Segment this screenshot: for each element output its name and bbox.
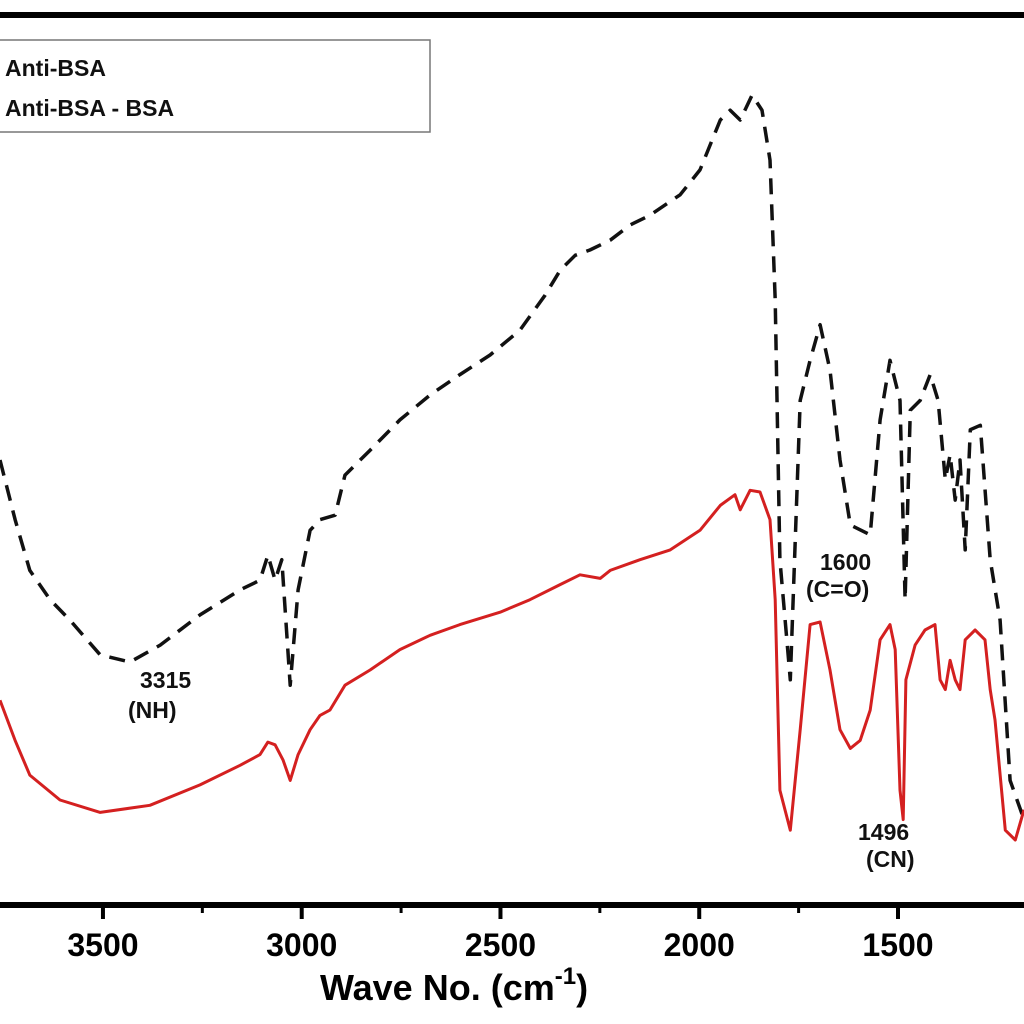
x-tick-label: 3000 [266,927,337,963]
series-line [0,488,1024,842]
annotation: (NH) [128,697,177,723]
series-line [0,93,1024,821]
x-tick-label: 2000 [664,927,735,963]
annotation: (CN) [866,846,915,872]
x-tick-label: 3500 [67,927,138,963]
x-axis-label-end: ) [576,967,588,1008]
x-axis-label: Wave No. (cm-1) [320,963,588,1008]
x-axis-label-main: Wave No. (cm [320,967,555,1008]
x-tick-label: 1500 [862,927,933,963]
x-tick-label: 2500 [465,927,536,963]
annotation: 1600 [820,549,871,575]
annotation: 1496 [858,819,909,845]
legend-label: Anti-BSA - BSA [5,95,174,121]
annotation: 3315 [140,667,191,693]
legend-label: Anti-BSA [5,55,106,81]
annotation: (C=O) [806,576,869,602]
legend-box [0,39,431,133]
x-axis-label-sup: -1 [555,963,576,990]
